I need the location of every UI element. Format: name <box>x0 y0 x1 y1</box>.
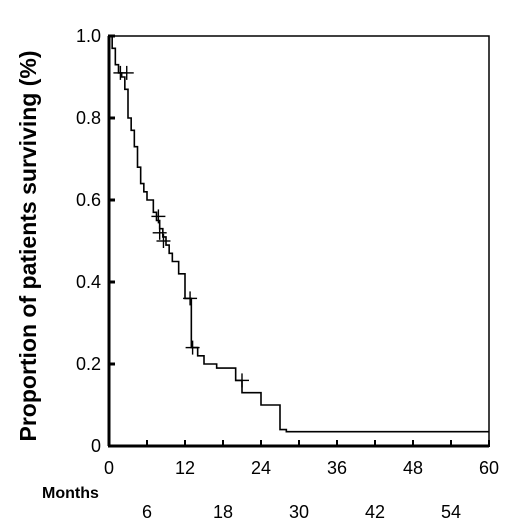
censor-mark <box>185 340 200 355</box>
x-tick-label: 18 <box>213 502 233 522</box>
y-tick-label: 0 <box>91 436 101 456</box>
censor-mark <box>151 209 166 224</box>
x-tick-label: 24 <box>251 458 271 478</box>
x-tick-label: 48 <box>403 458 423 478</box>
x-tick-label: 36 <box>327 458 347 478</box>
x-tick-label: 12 <box>175 458 195 478</box>
y-tick-label: 0.4 <box>76 272 101 292</box>
y-tick-label: 1.0 <box>76 26 101 46</box>
x-tick-label: 30 <box>289 502 309 522</box>
y-axis-title: Proportion of patients surviving (%) <box>15 50 41 441</box>
x-tick-label: 6 <box>142 502 152 522</box>
censor-mark <box>119 65 134 80</box>
censor-mark <box>152 225 167 240</box>
censor-mark <box>235 373 249 388</box>
x-axis-title: Months <box>42 485 99 502</box>
x-tick-label: 0 <box>104 458 114 478</box>
survival-curve <box>109 35 489 433</box>
censor-mark <box>183 291 198 306</box>
censor-mark <box>156 234 171 248</box>
y-tick-label: 0.8 <box>76 108 101 128</box>
x-tick-label: 60 <box>479 458 499 478</box>
x-tick-label: 54 <box>441 502 461 522</box>
y-tick-label: 0.6 <box>76 190 101 210</box>
x-tick-label: 42 <box>365 502 385 522</box>
y-tick-label: 0.2 <box>76 354 101 374</box>
